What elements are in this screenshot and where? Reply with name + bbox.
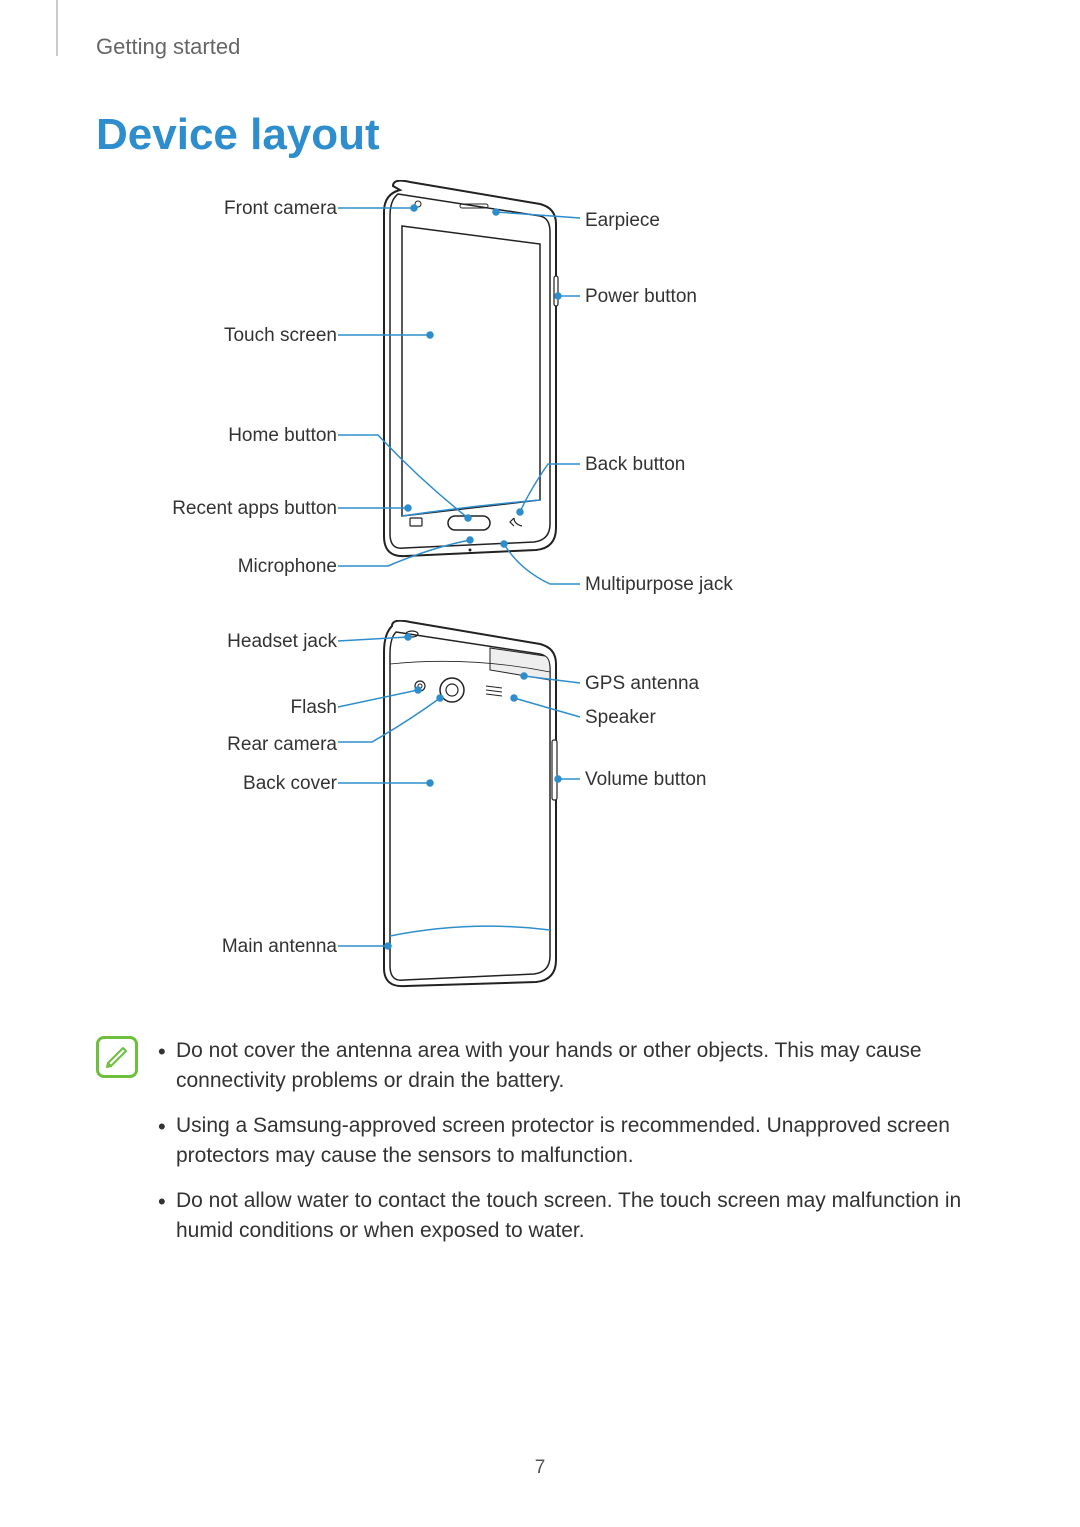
section-header: Getting started xyxy=(96,34,240,60)
phone-front-illustration xyxy=(370,180,560,558)
label-power-button: Power button xyxy=(585,286,697,308)
label-front-camera: Front camera xyxy=(90,198,337,220)
label-touch-screen: Touch screen xyxy=(90,325,337,347)
note-list: Do not cover the antenna area with your … xyxy=(154,1036,986,1261)
label-back-button: Back button xyxy=(585,454,685,476)
page-number: 7 xyxy=(0,1457,1080,1479)
label-earpiece: Earpiece xyxy=(585,210,660,232)
label-volume-button: Volume button xyxy=(585,769,706,791)
label-speaker: Speaker xyxy=(585,707,656,729)
label-home-button: Home button xyxy=(90,425,337,447)
label-rear-camera: Rear camera xyxy=(90,734,337,756)
label-multipurpose-jack: Multipurpose jack xyxy=(585,574,733,596)
label-flash: Flash xyxy=(90,697,337,719)
label-main-antenna: Main antenna xyxy=(90,936,337,958)
page-title: Device layout xyxy=(96,110,380,160)
label-back-cover: Back cover xyxy=(90,773,337,795)
header-rule xyxy=(56,0,58,56)
note-icon xyxy=(96,1036,138,1078)
note-item: Do not cover the antenna area with your … xyxy=(154,1036,986,1097)
label-headset-jack: Headset jack xyxy=(90,631,337,653)
phone-back-illustration xyxy=(370,620,560,988)
note-item: Do not allow water to contact the touch … xyxy=(154,1186,986,1247)
device-layout-diagram: Front camera Touch screen Home button Re… xyxy=(0,180,1080,1020)
note-item: Using a Samsung-approved screen protecto… xyxy=(154,1111,986,1172)
label-recent-apps-button: Recent apps button xyxy=(90,498,337,520)
label-gps-antenna: GPS antenna xyxy=(585,673,699,695)
label-microphone: Microphone xyxy=(90,556,337,578)
note-box: Do not cover the antenna area with your … xyxy=(96,1036,986,1261)
